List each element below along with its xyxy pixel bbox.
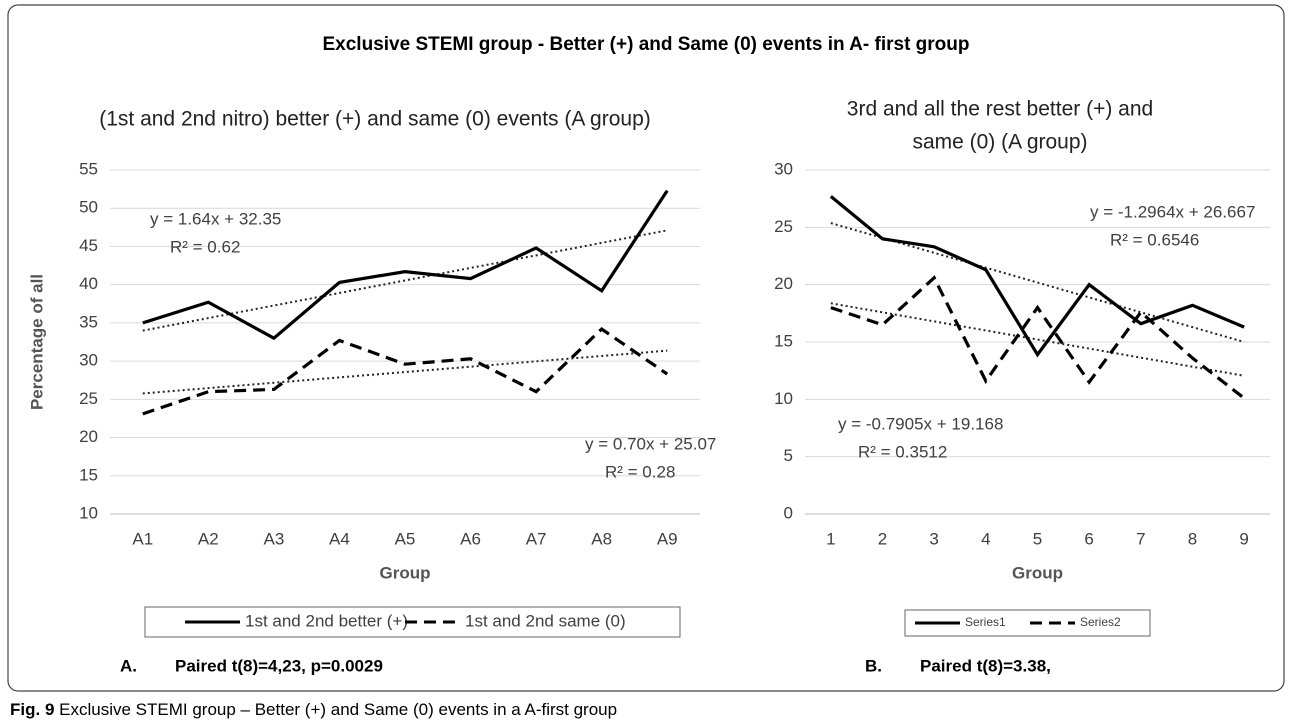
x-tick-label: A1: [132, 529, 153, 548]
chart-title: 3rd and all the rest better (+) and: [847, 98, 1153, 121]
x-tick-label: A5: [395, 529, 416, 548]
y-tick-label: 45: [79, 236, 98, 255]
trend-equation: y = 1.64x + 32.35: [150, 209, 281, 228]
trendline: [142, 349, 668, 395]
x-tick-label: A8: [591, 529, 612, 548]
series-line: [142, 189, 669, 341]
series-line: [830, 275, 1246, 400]
y-tick-label: 15: [79, 465, 98, 484]
x-tick-label: 2: [878, 529, 887, 548]
chart-title: (1st and 2nd nitro) better (+) and same …: [99, 108, 651, 131]
y-tick-label: 40: [79, 274, 98, 293]
caption-text: Exclusive STEMI group – Better (+) and S…: [59, 700, 617, 719]
x-axis-label: Group: [1012, 563, 1063, 582]
y-tick-label: 5: [784, 446, 793, 465]
y-tick-label: 30: [79, 351, 98, 370]
trend-equation: y = -0.7905x + 19.168: [838, 414, 1003, 433]
y-tick-label: 10: [79, 503, 98, 522]
y-tick-label: 30: [774, 159, 793, 178]
x-tick-label: A9: [657, 529, 678, 548]
note-text: Paired t(8)=4,23, p=0.0029: [175, 656, 383, 675]
trend-r2: R² = 0.62: [170, 237, 240, 256]
note-label: A.: [120, 656, 137, 675]
x-tick-label: 1: [826, 529, 835, 548]
trend-r2: R² = 0.6546: [1110, 230, 1199, 249]
y-tick-label: 55: [79, 159, 98, 178]
frame: [7, 4, 1285, 692]
x-tick-label: A3: [263, 529, 284, 548]
x-tick-label: 3: [929, 529, 938, 548]
y-tick-label: 0: [784, 503, 793, 522]
x-tick-label: A6: [460, 529, 481, 548]
y-tick-label: 15: [774, 331, 793, 350]
trendline: [830, 302, 1245, 377]
figure-title: Exclusive STEMI group - Better (+) and S…: [323, 34, 970, 55]
x-tick-label: 6: [1084, 529, 1093, 548]
x-tick-label: 8: [1188, 529, 1197, 548]
caption-label: Fig. 9: [10, 700, 54, 719]
trend-r2: R² = 0.28: [605, 462, 675, 481]
y-axis-label: Percentage of all: [27, 274, 46, 410]
x-axis-label: Group: [380, 563, 431, 582]
x-tick-label: A2: [198, 529, 219, 548]
legend-label: Series1: [965, 615, 1006, 629]
x-tick-label: 9: [1239, 529, 1248, 548]
x-tick-label: A7: [526, 529, 547, 548]
chart-title: same (0) (A group): [912, 131, 1087, 154]
y-tick-label: 20: [79, 427, 98, 446]
y-tick-label: 35: [79, 312, 98, 331]
x-tick-label: 7: [1136, 529, 1145, 548]
y-tick-label: 20: [774, 274, 793, 293]
x-tick-label: A4: [329, 529, 350, 548]
legend-label: 1st and 2nd same (0): [465, 611, 626, 630]
legend-label: Series2: [1080, 615, 1121, 629]
series-line: [142, 326, 669, 416]
x-tick-label: 4: [981, 529, 990, 548]
note-label: B.: [865, 656, 882, 675]
note-text: Paired t(8)=3.38,: [920, 656, 1051, 675]
y-tick-label: 25: [79, 389, 98, 408]
legend-label: 1st and 2nd better (+): [245, 611, 408, 630]
y-tick-label: 10: [774, 389, 793, 408]
trend-equation: y = -1.2964x + 26.667: [1090, 202, 1255, 221]
trendline: [142, 229, 668, 332]
y-tick-label: 50: [79, 198, 98, 217]
x-tick-label: 5: [1033, 529, 1042, 548]
caption: Fig. 9 Exclusive STEMI group – Better (+…: [10, 700, 617, 719]
y-tick-label: 25: [774, 217, 793, 236]
series-line: [829, 195, 1245, 358]
trend-equation: y = 0.70x + 25.07: [585, 434, 716, 453]
trend-r2: R² = 0.3512: [858, 442, 947, 461]
